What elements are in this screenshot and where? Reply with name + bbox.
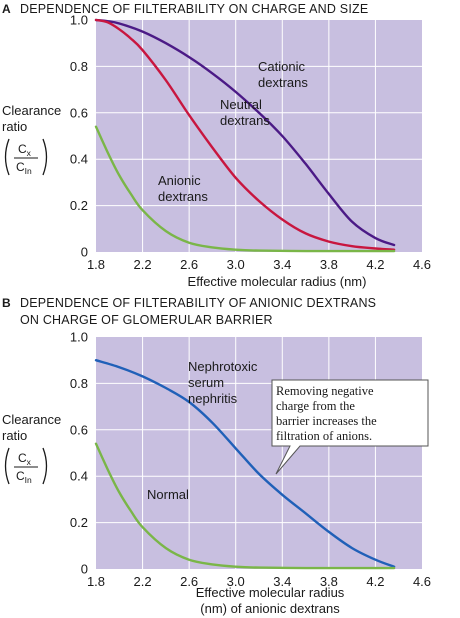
y-tick-label-0-2: 0.2: [70, 515, 88, 530]
panel-b-x-axis-title-line2: (nm) of anionic dextrans: [200, 601, 340, 616]
panel-a-y-axis-label: Clearance ratio Cx CIn: [2, 103, 61, 176]
series-line-normal: [94, 442, 396, 570]
callout-box: [271, 379, 429, 475]
label-anionic-line1: Anionic: [158, 173, 201, 188]
panel-a-series: [94, 18, 396, 253]
x-tick-label-1-8: 1.8: [87, 257, 105, 272]
x-tick-label-2-2: 2.2: [134, 574, 152, 589]
label-nephritis-line3: nephritis: [188, 391, 238, 406]
y-tick-label-0-6: 0.6: [70, 422, 88, 437]
label-neutral-line1: Neutral: [220, 97, 262, 112]
label-cationic-line1: Cationic: [258, 59, 305, 74]
ylabel-a-right-paren: [42, 138, 48, 176]
ylabel-b-right-paren: [42, 447, 48, 485]
ylabel-a-left-paren: [4, 138, 10, 176]
panel-b-title-line2: ON CHARGE OF GLOMERULAR BARRIER: [20, 313, 273, 327]
x-tick-label-4-2: 4.2: [366, 574, 384, 589]
ylabel-a-numerator: Cx: [18, 142, 32, 158]
x-tick-label-4-6: 4.6: [413, 574, 431, 589]
ylabel-a-line1: Clearance: [2, 103, 61, 118]
label-anionic-line2: dextrans: [158, 189, 208, 204]
panel-b-letter: B: [2, 296, 11, 310]
label-cationic-line2: dextrans: [258, 75, 308, 90]
panel-a-y-ticks: 0 0.2 0.4 0.6 0.8 1.0: [70, 13, 88, 260]
y-tick-label-0-4: 0.4: [70, 152, 88, 167]
series-line-cationic-dextrans: [94, 18, 396, 247]
x-tick-label-3-0: 3.0: [227, 574, 245, 589]
series-line-nephrotoxic-serum-nephritis: [94, 359, 396, 568]
x-tick-label-3-0: 3.0: [227, 257, 245, 272]
panel-a-title: DEPENDENCE OF FILTERABILITY ON CHARGE AN…: [20, 2, 368, 16]
label-nephritis-line2: serum: [188, 375, 224, 390]
panel-b-series: [94, 359, 396, 570]
panel-b-plot-area: [96, 337, 422, 569]
x-tick-label-2-2: 2.2: [134, 257, 152, 272]
panel-a-x-axis-title: Effective molecular radius (nm): [188, 274, 367, 289]
y-tick-label-0-8: 0.8: [70, 376, 88, 391]
panel-a-x-ticks: 1.8 2.2 2.6 3.0 3.4 3.8 4.2 4.6: [87, 257, 431, 272]
callout-line4: filtration of anions.: [276, 429, 372, 443]
panel-b-callout: Removing negative charge from the barrie…: [271, 379, 429, 475]
x-tick-label-2-6: 2.6: [180, 574, 198, 589]
y-tick-label-0-6: 0.6: [70, 105, 88, 120]
series-line-anionic-dextrans: [94, 125, 396, 253]
panel-b-title-line1: DEPENDENCE OF FILTERABILITY OF ANIONIC D…: [20, 296, 376, 310]
y-tick-label-0-2: 0.2: [70, 198, 88, 213]
ylabel-b-line2: ratio: [2, 428, 27, 443]
ylabel-b-left-paren: [4, 447, 10, 485]
y-tick-label-0-8: 0.8: [70, 59, 88, 74]
panel-b: B DEPENDENCE OF FILTERABILITY OF ANIONIC…: [2, 296, 431, 616]
callout-line2: charge from the: [276, 399, 355, 413]
y-tick-label-1-0: 1.0: [70, 13, 88, 28]
panel-a-letter: A: [2, 2, 11, 16]
series-line-neutral-dextrans: [94, 18, 396, 251]
panel-a: A DEPENDENCE OF FILTERABILITY ON CHARGE …: [2, 2, 431, 289]
x-tick-label-3-8: 3.8: [320, 257, 338, 272]
x-tick-label-2-6: 2.6: [180, 257, 198, 272]
x-tick-label-3-4: 3.4: [273, 574, 291, 589]
panel-b-x-axis-title-line1: Effective molecular radius: [196, 585, 345, 600]
x-tick-label-3-4: 3.4: [273, 257, 291, 272]
panel-b-y-ticks: 0 0.2 0.4 0.6 0.8 1.0: [70, 330, 88, 577]
x-tick-label-4-2: 4.2: [366, 257, 384, 272]
ylabel-a-denominator: CIn: [16, 160, 32, 176]
x-tick-label-1-8: 1.8: [87, 574, 105, 589]
ylabel-b-denominator: CIn: [16, 469, 32, 485]
y-tick-label-0: 0: [81, 245, 88, 260]
x-tick-label-4-6: 4.6: [413, 257, 431, 272]
callout-line3: barrier increases the: [276, 414, 377, 428]
label-normal: Normal: [147, 487, 189, 502]
ylabel-b-line1: Clearance: [2, 412, 61, 427]
y-tick-label-0: 0: [81, 562, 88, 577]
panel-b-y-axis-label: Clearance ratio Cx CIn: [2, 412, 61, 485]
y-tick-label-1-0: 1.0: [70, 330, 88, 345]
x-tick-label-3-8: 3.8: [320, 574, 338, 589]
y-tick-label-0-4: 0.4: [70, 469, 88, 484]
ylabel-a-line2: ratio: [2, 119, 27, 134]
label-nephritis-line1: Nephrotoxic: [188, 359, 258, 374]
callout-line1: Removing negative: [276, 384, 374, 398]
label-neutral-line2: dextrans: [220, 113, 270, 128]
ylabel-b-numerator: Cx: [18, 451, 32, 467]
panel-b-x-ticks: 1.8 2.2 2.6 3.0 3.4 3.8 4.2 4.6: [87, 574, 431, 589]
